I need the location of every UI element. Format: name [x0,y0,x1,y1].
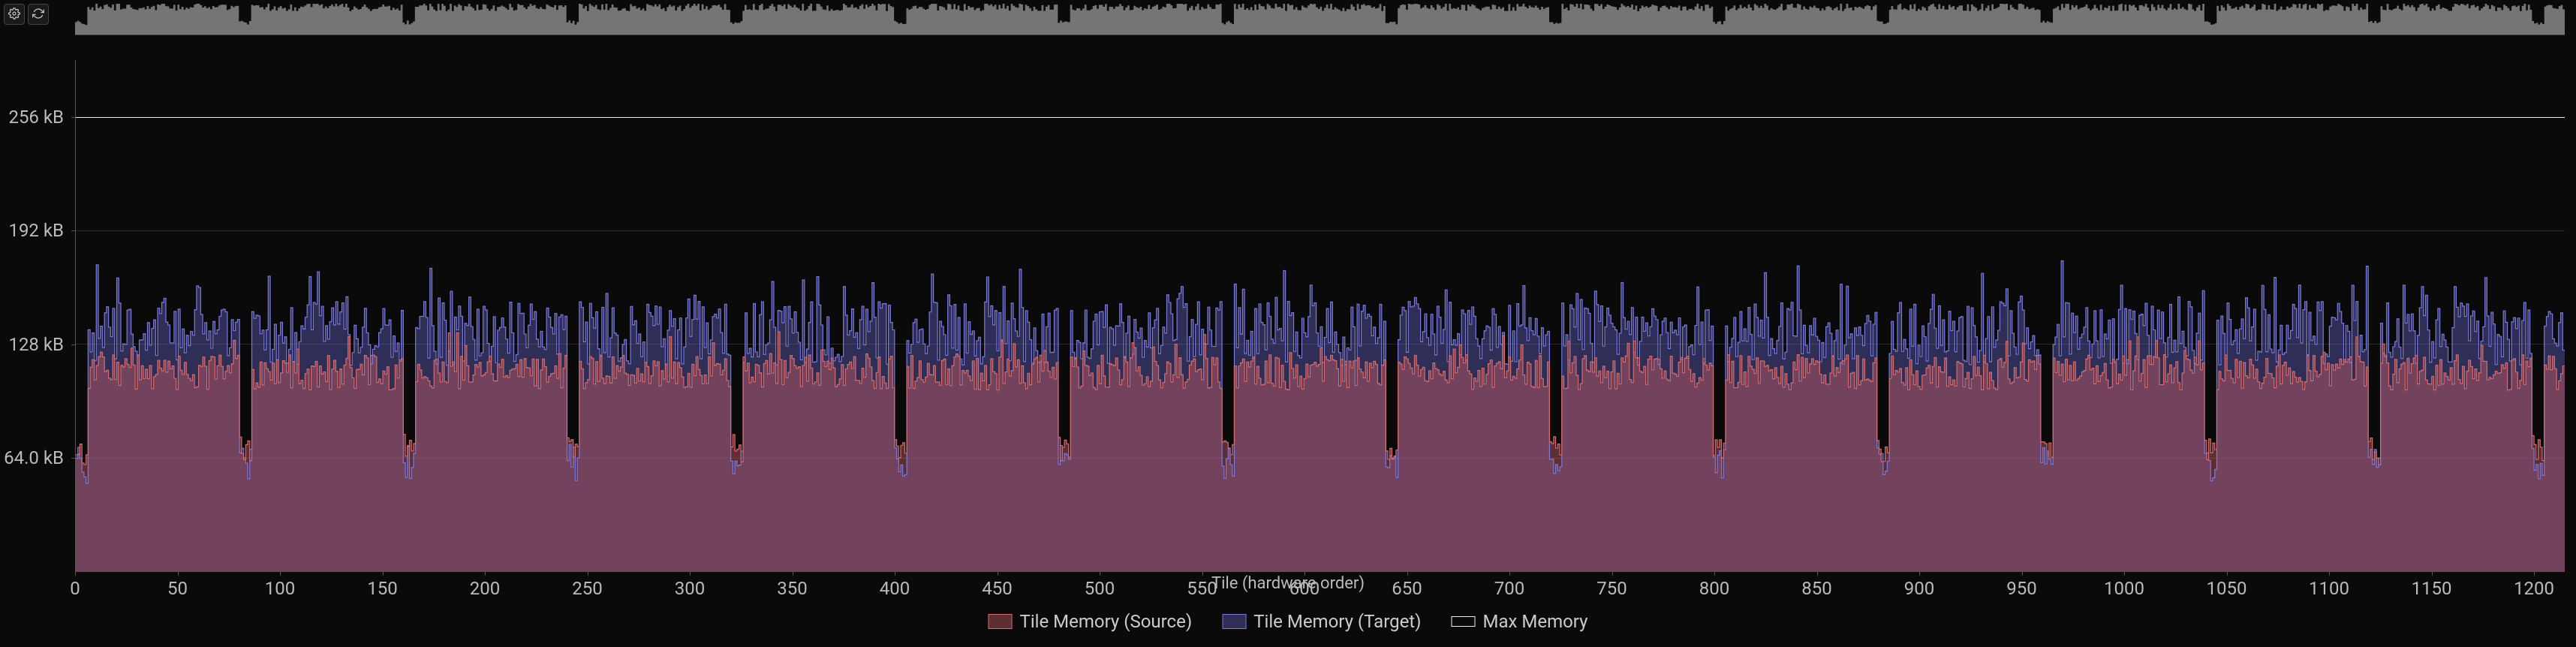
x-tick-label: 400 [880,578,910,599]
x-tick-label: 0 [70,578,80,599]
chart-panel: 64.0 kB 128 kB 192 kB 256 kB 0 50 100 150 200 25… [0,0,2576,647]
y-tick-label: 128 kB [8,334,64,355]
legend-item[interactable]: Max Memory [1452,611,1588,632]
gear-icon [8,8,20,22]
x-tick-label: 1000 [2104,578,2144,599]
x-axis-label: Tile (hardware order) [1211,574,1365,593]
legend-swatch [989,614,1013,629]
x-tick-label: 850 [1801,578,1831,599]
x-tick-label: 1150 [2412,578,2452,599]
x-tick-label: 50 [167,578,188,599]
legend-item[interactable]: Tile Memory (Target) [1222,611,1421,632]
overview-strip[interactable] [75,4,2565,35]
main-chart[interactable] [75,60,2565,572]
y-axis: 64.0 kB 128 kB 192 kB 256 kB [0,60,71,572]
y-tick-label: 256 kB [8,107,64,128]
x-tick-label: 1200 [2514,578,2554,599]
legend-item[interactable]: Tile Memory (Source) [989,611,1193,632]
x-tick-label: 300 [675,578,705,599]
y-tick-label: 64.0 kB [4,447,64,468]
x-tick-label: 500 [1085,578,1115,599]
toolbar [4,4,49,25]
legend-swatch [1452,616,1476,627]
legend: Tile Memory (Source) Tile Memory (Target)… [989,611,1588,632]
x-tick-label: 1100 [2309,578,2349,599]
x-tick-label: 150 [367,578,397,599]
refresh-button[interactable] [28,4,49,25]
x-tick-label: 700 [1494,578,1524,599]
x-tick-label: 750 [1596,578,1627,599]
legend-label: Tile Memory (Target) [1253,611,1421,632]
max-memory-line [76,117,2565,119]
refresh-icon [32,8,44,22]
x-tick-label: 100 [265,578,295,599]
chart-svg [76,60,2565,571]
legend-label: Tile Memory (Source) [1020,611,1193,632]
x-tick-label: 350 [777,578,807,599]
x-tick-label: 200 [470,578,500,599]
overview-area [75,4,2565,35]
x-tick-label: 900 [1904,578,1934,599]
legend-swatch [1222,614,1246,629]
x-tick-label: 250 [572,578,602,599]
x-tick-label: 950 [2006,578,2036,599]
x-tick-label: 800 [1699,578,1729,599]
legend-label: Max Memory [1483,611,1588,632]
overview-chart [75,4,2565,35]
x-tick-label: 450 [982,578,1012,599]
y-tick-label: 192 kB [8,220,64,241]
x-tick-label: 1050 [2207,578,2247,599]
x-tick-label: 650 [1392,578,1422,599]
settings-button[interactable] [4,4,25,25]
